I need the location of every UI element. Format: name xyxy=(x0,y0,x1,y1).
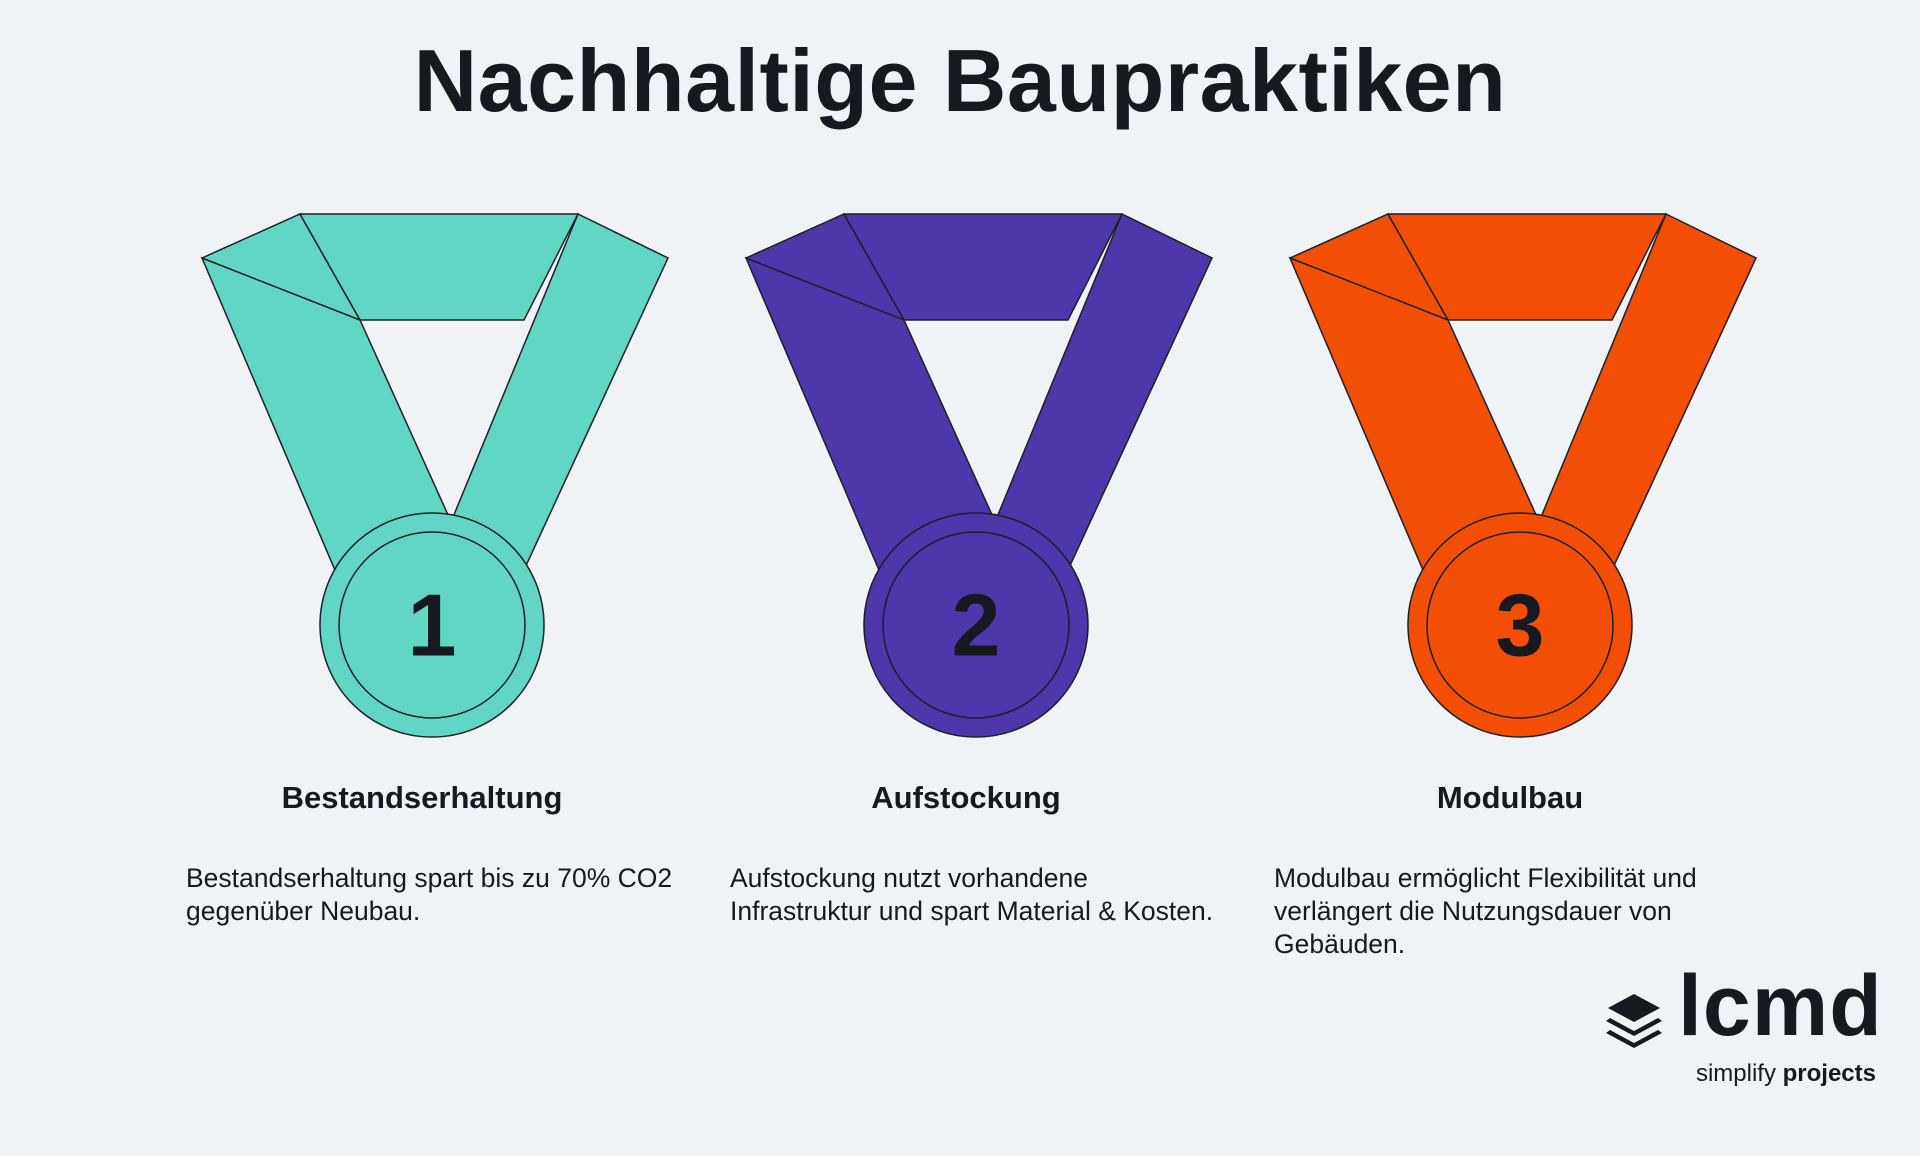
practice-heading: Modulbau xyxy=(1436,780,1584,815)
tagline-bold: projects xyxy=(1782,1060,1876,1087)
practice-heading: Bestandserhaltung xyxy=(281,780,563,815)
tagline-light: simplify xyxy=(1695,1060,1776,1087)
brand-logo: lcmd simplify projects xyxy=(1600,958,1890,1092)
medal-number: 3 xyxy=(1496,576,1545,675)
practice-description: Bestandserhaltung spart bis zu 70% CO2 g… xyxy=(186,863,673,926)
practice-heading: Aufstockung xyxy=(871,780,1061,815)
medal-number: 2 xyxy=(952,576,1001,675)
practice-description: Aufstockung nutzt vorhandene Infrastrukt… xyxy=(730,863,1214,926)
stacked-layers-icon xyxy=(1606,994,1662,1048)
page-title: Nachhaltige Baupraktiken xyxy=(413,31,1507,130)
logo-tagline: simplify projects xyxy=(1696,1060,1876,1088)
medal-icon: 3 xyxy=(1288,212,1757,738)
practice-description: Modulbau ermöglicht Flexibilität und ver… xyxy=(1274,863,1697,959)
logo-wordmark: lcmd xyxy=(1678,958,1883,1054)
medal-number: 1 xyxy=(408,576,457,675)
medal-icon: 2 xyxy=(744,212,1213,738)
medal-icon: 1 xyxy=(200,212,669,738)
